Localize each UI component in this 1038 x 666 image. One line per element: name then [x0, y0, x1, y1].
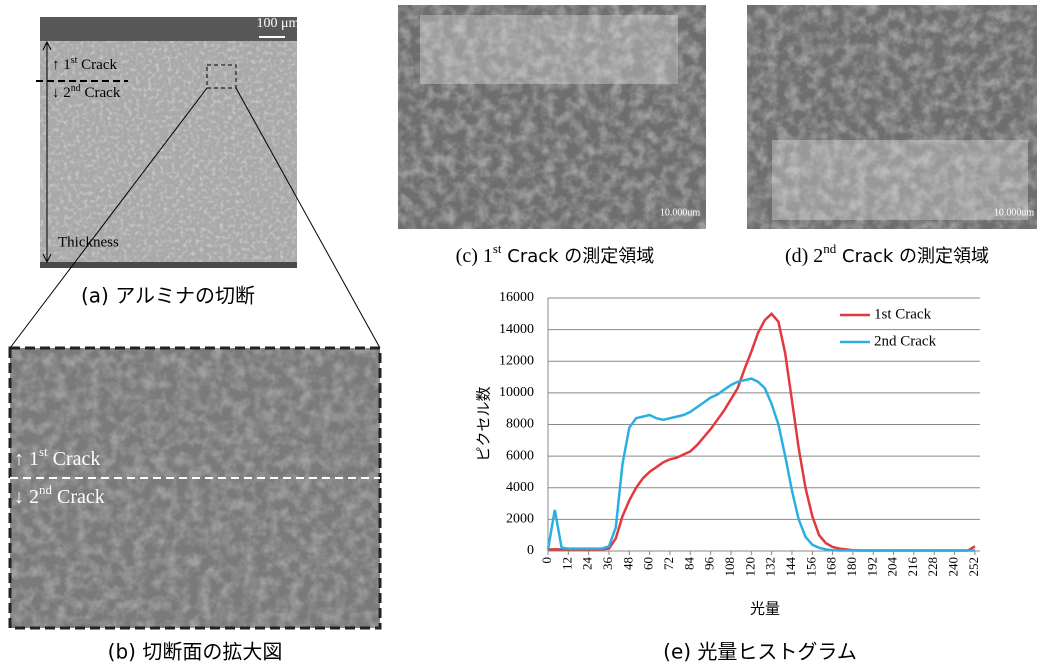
y-tick-label: 16000: [499, 290, 534, 305]
crack-label: ↑ 1st Crack: [52, 55, 117, 73]
x-tick-label: 96: [702, 557, 717, 571]
y-tick-label: 12000: [499, 353, 534, 368]
x-tick-label: 240: [946, 557, 961, 577]
x-tick-label: 156: [803, 557, 818, 577]
x-tick-label: 84: [681, 557, 696, 571]
x-tick-label: 144: [783, 557, 798, 577]
y-axis-label: ピクセル数: [475, 386, 493, 461]
panel-d: 10.000um (d) 2nd Crack の測定領域: [747, 5, 1037, 267]
x-tick-label: 216: [905, 557, 920, 577]
crack-label: ↓ 2nd Crack: [52, 83, 121, 101]
x-tick-label: 60: [641, 557, 656, 570]
x-tick-label: 168: [824, 557, 839, 577]
caption: (c) 1st Crack の測定領域: [456, 241, 655, 267]
scale-label: 10.000um: [994, 207, 1035, 218]
figure: 100 μm ↑ 1st Crack ↓ 2nd Crack Thickness…: [0, 0, 1038, 666]
scale-label: 10.000um: [660, 207, 701, 218]
crack-label: ↑ 1st Crack: [14, 444, 100, 470]
panel-b: ↑ 1st Crack ↓ 2nd Crack (b) 切断面の拡大図: [10, 348, 380, 664]
y-tick-label: 6000: [506, 448, 534, 463]
x-tick-label: 252: [966, 557, 981, 577]
caption: (a) アルミナの切断: [81, 284, 255, 308]
y-tick-label: 0: [527, 543, 534, 558]
x-tick-label: 120: [742, 557, 757, 577]
y-tick-label: 10000: [499, 385, 534, 400]
y-tick-label: 4000: [506, 480, 534, 495]
y-tick-label: 8000: [506, 417, 534, 432]
crack-label: ↓ 2nd Crack: [14, 482, 105, 508]
x-tick-label: 108: [722, 557, 737, 577]
x-tick-label: 228: [925, 557, 940, 577]
legend-label: 2nd Crack: [874, 333, 937, 349]
caption: (b) 切断面の拡大図: [108, 640, 283, 664]
x-tick-label: 36: [600, 557, 615, 571]
panel-a: 100 μm ↑ 1st Crack ↓ 2nd Crack Thickness…: [10, 16, 380, 348]
panel-c: 10.000um (c) 1st Crack の測定領域: [398, 5, 706, 267]
caption: (e) 光量ヒストグラム: [663, 640, 857, 664]
legend-label: 1st Crack: [874, 306, 932, 322]
caption: (d) 2nd Crack の測定領域: [785, 241, 989, 267]
series-line: [548, 379, 975, 551]
x-tick-label: 204: [885, 557, 900, 577]
thickness-label: Thickness: [58, 234, 119, 250]
x-tick-label: 12: [559, 557, 574, 570]
x-tick-label: 48: [620, 557, 635, 570]
x-tick-label: 180: [844, 557, 859, 577]
histogram-chart: ピクセル数 光量 (e) 光量ヒストグラム 0 2000 4000 6000 8000 1…: [475, 290, 981, 663]
x-tick-label: 72: [661, 557, 676, 570]
x-tick-label: 0: [539, 557, 554, 564]
y-tick-label: 2000: [506, 512, 534, 527]
y-tick-label: 14000: [499, 322, 534, 337]
x-tick-label: 192: [864, 557, 879, 577]
x-axis-label: 光量: [750, 600, 780, 618]
scale-label: 100 μm: [257, 16, 300, 31]
x-tick-label: 24: [580, 557, 595, 571]
x-tick-label: 132: [763, 557, 778, 577]
